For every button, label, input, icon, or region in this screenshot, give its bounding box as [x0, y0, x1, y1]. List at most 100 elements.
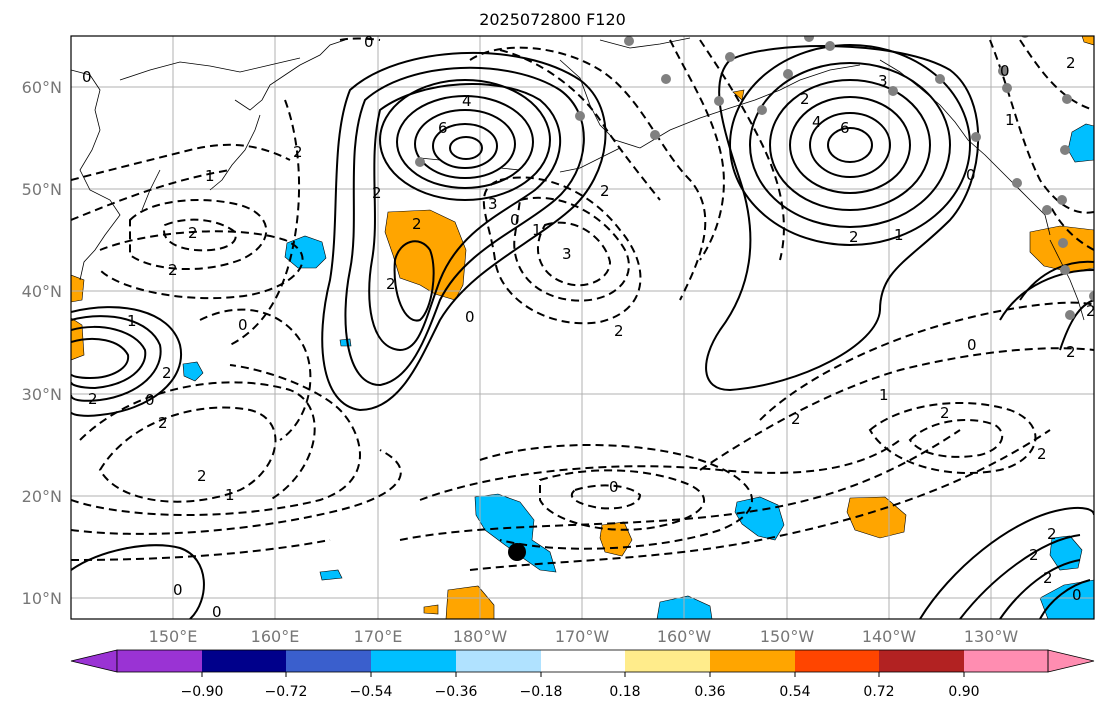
positive-anomaly-region: [1081, 36, 1094, 46]
lon-label-180w: 180°W: [453, 627, 508, 646]
positive-anomaly-region: [423, 604, 439, 615]
station-marker: [415, 157, 425, 167]
contour-label: 2: [940, 404, 950, 422]
station-marker: [1060, 145, 1070, 155]
lat-label-60n: 60°N: [22, 78, 62, 97]
positive-anomaly-region: [384, 209, 467, 301]
contour-label: 2: [1047, 525, 1057, 543]
station-marker: [714, 96, 724, 106]
lon-label-170w: 170°W: [555, 627, 610, 646]
contour-label: 0: [510, 211, 520, 229]
station-marker: [998, 66, 1008, 76]
contour-label: 2: [88, 390, 98, 408]
contour-label: 2: [1066, 343, 1076, 361]
station-marker: [650, 130, 660, 140]
station-markers: [415, 36, 1094, 320]
station-marker: [757, 105, 767, 115]
lon-label-150w: 150°W: [760, 627, 815, 646]
colorbar-tick-label: −0.72: [265, 684, 308, 700]
contour-label: 2: [1037, 445, 1047, 463]
lat-label-20n: 20°N: [22, 487, 62, 506]
negative-anomaly-region: [284, 235, 327, 269]
canada-coastline: [879, 59, 1051, 236]
station-marker: [1002, 83, 1012, 93]
contour-label: 0: [145, 391, 155, 409]
lat-label-10n: 10°N: [22, 589, 62, 608]
station-marker: [888, 86, 898, 96]
contour-label: 0: [1072, 586, 1082, 604]
negative-anomaly-region: [1039, 579, 1094, 619]
contour-label: 0: [212, 603, 222, 621]
colorbar-tick-label: 0.90: [948, 684, 979, 700]
contour-label: 0: [364, 33, 374, 51]
positive-anomaly-region: [732, 89, 745, 101]
station-marker: [935, 74, 945, 84]
station-marker: [1012, 178, 1022, 188]
contour-label: 0: [609, 478, 619, 496]
contour-label: 4: [812, 113, 822, 131]
longitude-axis: 150°E 160°E 170°E 180°W 170°W 160°W 150°…: [149, 627, 1019, 646]
contour-label: 2: [800, 90, 810, 108]
station-marker: [661, 74, 671, 84]
storm-center-marker: [508, 543, 526, 561]
contour-label: 0: [1000, 62, 1010, 80]
contour-label: 1: [1005, 111, 1015, 129]
contour-label: 0: [173, 581, 183, 599]
station-marker: [804, 36, 814, 42]
colorbar: −0.90 −0.72 −0.54 −0.36 −0.18 0.18 0.36 …: [70, 649, 1095, 700]
negative-anomaly-region: [339, 338, 352, 347]
colorbar-over-arrow: [1047, 649, 1095, 673]
station-marker: [1065, 310, 1075, 320]
colorbar-bin: [964, 650, 1048, 672]
positive-anomaly-region: [71, 274, 85, 303]
negative-anomaly-region: [182, 361, 204, 382]
negative-contours: [71, 37, 1094, 571]
contour-label: 1: [879, 386, 889, 404]
positive-contours: [71, 44, 1094, 619]
lat-label-40n: 40°N: [22, 282, 62, 301]
station-marker: [1062, 94, 1072, 104]
coastlines: [71, 37, 1085, 321]
contour-label: 3: [488, 195, 498, 213]
colorbar-bin: [371, 650, 456, 672]
contour-label: 6: [840, 119, 850, 137]
colorbar-tick-label: 0.72: [863, 684, 894, 700]
station-marker: [783, 69, 793, 79]
figure-title: 2025072800 F120: [479, 10, 626, 29]
colorbar-under-arrow: [70, 649, 118, 673]
negative-anomaly-region: [319, 569, 343, 581]
colorbar-tick-label: −0.54: [350, 684, 393, 700]
colorbar-bin: [117, 650, 202, 672]
contour-label: 2: [1066, 54, 1076, 72]
lon-label-170e: 170°E: [354, 627, 403, 646]
contour-label: 1: [532, 221, 542, 239]
colorbar-bin: [286, 650, 371, 672]
contour-label: 2: [293, 143, 303, 161]
colorbar-bin: [879, 650, 964, 672]
anomaly-shading: [71, 36, 1094, 619]
station-marker: [825, 41, 835, 51]
station-marker: [725, 52, 735, 62]
contour-label: 3: [562, 245, 572, 263]
contour-label: 2: [162, 364, 172, 382]
contour-label: 2: [1029, 546, 1039, 564]
contour-label: 3: [878, 72, 888, 90]
contour-label: 2: [412, 215, 422, 233]
kamchatka-coastline: [209, 39, 346, 191]
colorbar-bin: [456, 650, 541, 672]
station-marker: [1042, 205, 1052, 215]
contour-label: 1: [205, 167, 215, 185]
colorbar-tick-label: −0.36: [435, 684, 478, 700]
colorbar-tick-label: 0.18: [609, 684, 640, 700]
colorbar-bin: [541, 650, 625, 672]
station-marker: [624, 36, 634, 46]
latitude-axis: 60°N 50°N 40°N 30°N 20°N 10°N: [22, 78, 62, 608]
station-marker: [575, 111, 585, 121]
contour-label: 0: [967, 336, 977, 354]
colorbar-tick-label: 0.54: [779, 684, 810, 700]
colorbar-tick-label: −0.90: [181, 684, 224, 700]
contour-label: 2: [1086, 302, 1096, 320]
contour-label: 2: [188, 224, 198, 242]
station-marker: [971, 132, 981, 142]
